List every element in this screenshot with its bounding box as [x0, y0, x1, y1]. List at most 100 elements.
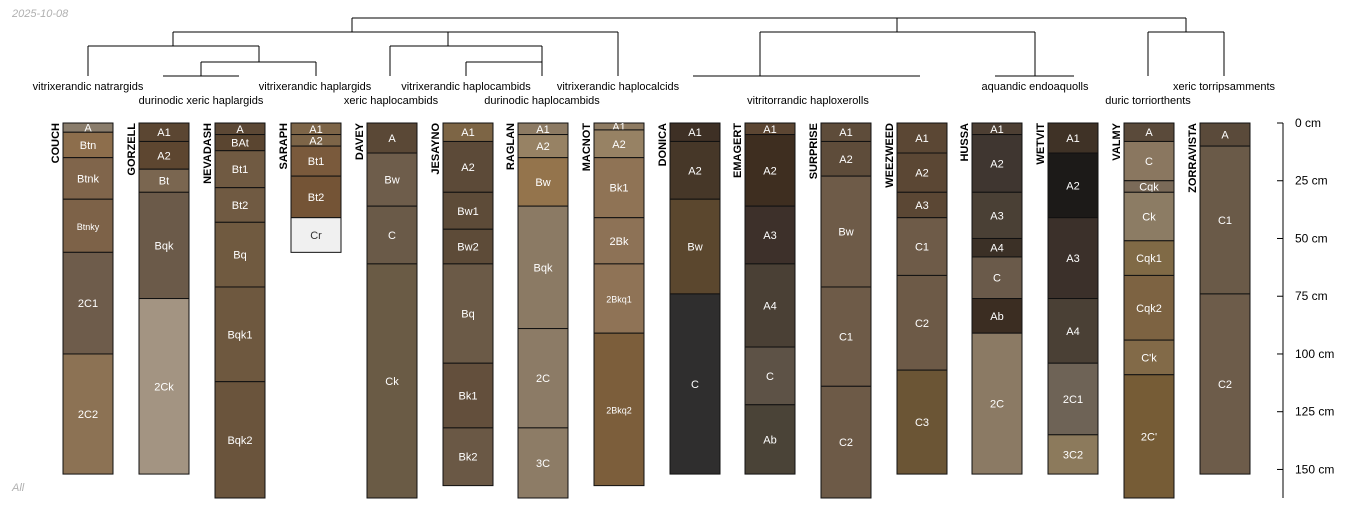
horizon-label: A2 [1066, 180, 1079, 192]
horizon-label: Bw2 [457, 242, 478, 254]
taxon-label: vitrixerandic natrargids [33, 81, 144, 93]
horizon-label: 2Bkq1 [606, 295, 632, 305]
horizon-label: Cqk2 [1136, 303, 1162, 315]
horizon-label: Bt2 [308, 192, 325, 204]
taxa-labels: vitrixerandic natrargids durinodic xeric … [33, 81, 1276, 107]
corner-label: All [12, 482, 25, 494]
horizon-label: A [1221, 130, 1229, 142]
horizon-label: Cqk [1139, 182, 1159, 194]
taxon-label: duric torriorthents [1105, 95, 1191, 107]
horizon-label: A3 [763, 230, 776, 242]
horizon-label: Ck [385, 376, 399, 388]
axis-tick-label: 100 cm [1295, 347, 1334, 361]
horizon-jesayno-6 [442, 427, 494, 487]
horizon-label: Btn [80, 140, 97, 152]
profile-name: WEEZWEED [884, 123, 896, 188]
horizon-couch-1 [62, 131, 114, 159]
horizon-label: Bt [159, 176, 169, 188]
profile-hussa: A1 A2 A3 A4 C Ab 2C HUSSA [959, 122, 1023, 475]
horizon-label: A1 [839, 127, 852, 139]
profile-name: DAVEY [354, 122, 366, 160]
horizon-donica-2 [669, 198, 721, 295]
axis-tick-label: 125 cm [1295, 405, 1334, 419]
horizon-label: Bw [535, 177, 550, 189]
horizon-label: A2 [839, 154, 852, 166]
profile-raglan: A1 A2 Bw Bqk 2C 3C RAGLAN [505, 122, 569, 499]
horizon-emagert-3 [744, 263, 796, 348]
horizon-label: A2 [157, 150, 170, 162]
horizon-nevadash-5 [214, 286, 266, 383]
horizon-raglan-4 [517, 328, 569, 429]
horizon-hussa-2 [971, 191, 1023, 239]
profile-name: NEVADASH [202, 123, 214, 184]
horizon-label: A4 [1066, 326, 1079, 338]
horizon-weezweed-3 [896, 217, 948, 276]
horizon-wetvit-5 [1047, 434, 1099, 475]
profile-couch: A Btn Btnk Btnky 2C1 2C2 COUCH [50, 122, 114, 475]
horizon-gorzell-3 [138, 191, 190, 300]
horizon-wetvit-1 [1047, 152, 1099, 219]
taxon-label: durinodic haplocambids [484, 95, 600, 107]
horizon-label: 2Bk [610, 236, 629, 248]
horizon-davey-0 [366, 122, 418, 154]
horizon-hussa-4 [971, 256, 1023, 300]
horizon-surprise-1 [820, 140, 872, 177]
horizon-jesayno-1 [442, 140, 494, 193]
horizon-label: A1 [1066, 133, 1079, 145]
horizon-hussa-5 [971, 298, 1023, 334]
horizon-label: A3 [990, 210, 1003, 222]
horizon-couch-3 [62, 198, 114, 253]
horizon-label: C [766, 371, 774, 383]
horizon-label: A1 [461, 127, 474, 139]
horizon-macnot-4 [593, 263, 645, 334]
horizon-label: Bw [384, 175, 399, 187]
horizon-label: C [993, 273, 1001, 285]
profile-gorzell: A1 A2 Bt Bqk 2Ck GORZELL [126, 122, 190, 475]
horizon-davey-1 [366, 152, 418, 207]
horizon-surprise-2 [820, 175, 872, 288]
horizon-label: A2 [612, 139, 625, 151]
profile-name: MACNOT [581, 123, 593, 172]
horizon-nevadash-6 [214, 381, 266, 499]
horizon-label: A1 [157, 127, 170, 139]
horizon-label: C2 [915, 318, 929, 330]
horizon-label: C1 [839, 332, 853, 344]
horizon-label: C [388, 230, 396, 242]
horizon-macnot-2 [593, 157, 645, 219]
horizon-label: A4 [990, 243, 1003, 255]
profile-name: SURPRISE [808, 123, 820, 179]
horizon-label: A2 [915, 168, 928, 180]
taxon-label: durinodic xeric haplargids [139, 95, 264, 107]
taxon-label: aquandic endoaquolls [981, 81, 1089, 93]
horizon-emagert-5 [744, 404, 796, 475]
horizon-label: 2C1 [78, 298, 98, 310]
profile-name: JESAYNO [430, 123, 442, 175]
horizon-weezweed-1 [896, 152, 948, 193]
horizon-gorzell-4 [138, 298, 190, 475]
horizon-label: A2 [536, 141, 549, 153]
horizon-label: A1 [309, 124, 322, 136]
horizon-surprise-3 [820, 286, 872, 387]
horizon-wetvit-4 [1047, 362, 1099, 436]
horizon-label: C [1145, 156, 1153, 168]
horizon-valmy-5 [1123, 274, 1175, 341]
horizon-label: Cqk1 [1136, 253, 1162, 265]
axis-tick-label: 25 cm [1295, 174, 1328, 188]
horizon-jesayno-3 [442, 228, 494, 265]
horizon-label: Bqk2 [227, 435, 252, 447]
horizon-label: Bw [838, 227, 853, 239]
horizon-label: 2C2 [78, 409, 98, 421]
horizon-wetvit-3 [1047, 298, 1099, 364]
profile-name: GORZELL [126, 123, 138, 176]
horizon-label: Bk1 [459, 391, 478, 403]
horizon-label: Bq [233, 250, 246, 262]
horizon-label: A2 [461, 162, 474, 174]
horizon-label: A1 [763, 124, 776, 136]
horizon-label: BAt [231, 138, 249, 150]
horizon-label: A1 [915, 133, 928, 145]
profile-jesayno: A1 A2 Bw1 Bw2 Bq Bk1 Bk2 JESAYNO [430, 122, 494, 487]
